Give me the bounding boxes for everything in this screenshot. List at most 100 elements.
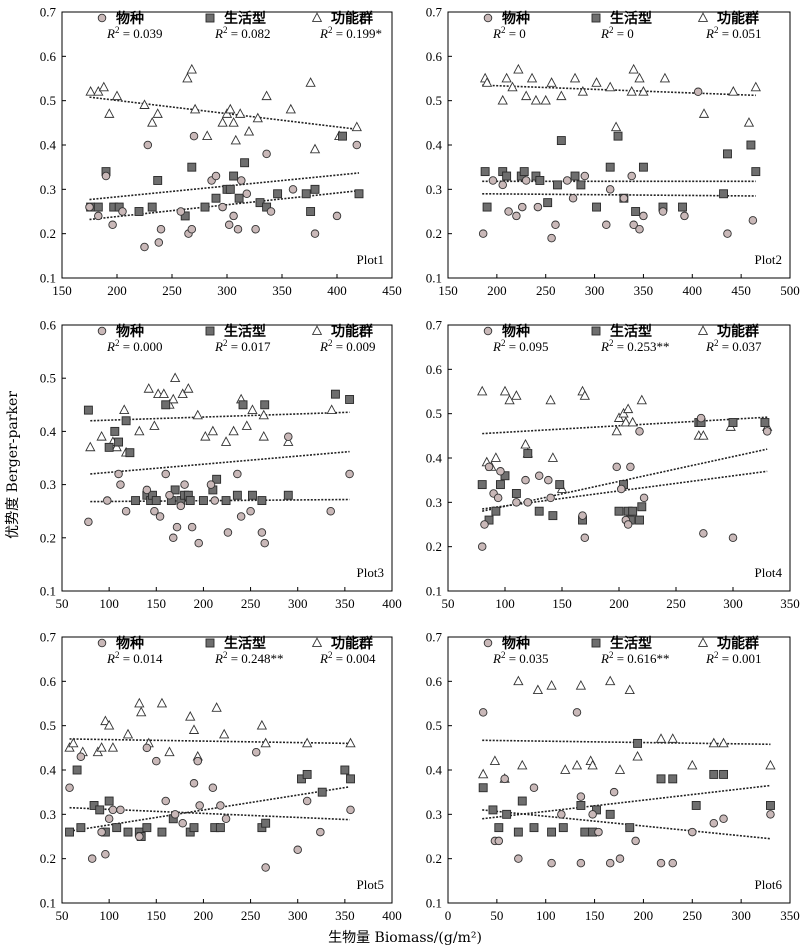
- r2-label: R2 = 0.017: [214, 338, 271, 354]
- functional-point: [655, 733, 667, 743]
- species-point: [266, 207, 276, 216]
- lifeform-point: [678, 202, 687, 212]
- y-tick-label: 0.1: [40, 584, 56, 599]
- r2-label: R2 = 0.253**: [600, 338, 670, 354]
- species-point: [557, 810, 566, 819]
- lifeform-point: [283, 490, 293, 500]
- y-tick-label: 0.7: [426, 630, 443, 645]
- species-point: [493, 493, 503, 503]
- functional-point: [225, 103, 236, 114]
- species-point: [246, 506, 255, 516]
- lifeform-point: [262, 202, 272, 212]
- functional-point: [477, 385, 488, 396]
- species-point: [224, 220, 234, 230]
- y-tick-label: 0.1: [426, 584, 442, 599]
- functional-point: [620, 416, 631, 427]
- species-point: [352, 140, 362, 150]
- r2-label: R2 = 0.248**: [214, 650, 284, 666]
- functional-point: [591, 77, 602, 87]
- r2-label: R2 = 0: [600, 25, 634, 41]
- lifeform-point: [187, 162, 197, 172]
- species-point: [568, 193, 578, 203]
- lifeform-point: [345, 395, 355, 404]
- species-point: [635, 427, 644, 436]
- y-tick-label: 0.4: [426, 451, 443, 466]
- x-tick-label: 300: [217, 283, 237, 298]
- lifeform-point: [478, 783, 488, 793]
- lifeform-point: [723, 149, 732, 159]
- legend-label: 功能群: [331, 10, 373, 27]
- functional-point: [351, 121, 362, 132]
- functional-point: [104, 108, 115, 118]
- y-tick-label: 0.3: [426, 182, 442, 197]
- species-point: [551, 220, 560, 230]
- functional-point: [107, 742, 119, 752]
- functional-point: [530, 94, 542, 105]
- species-point: [206, 480, 216, 489]
- species-point: [529, 783, 539, 792]
- species-point: [534, 471, 544, 480]
- lifeform-point: [65, 827, 74, 837]
- x-tick-label: 250: [666, 596, 686, 611]
- functional-point: [228, 425, 239, 436]
- legend-label: 功能群: [331, 323, 373, 340]
- x-tick-label: 250: [536, 283, 556, 298]
- functional-point: [610, 121, 622, 132]
- species-point: [97, 638, 107, 648]
- lifeform-point: [229, 171, 239, 181]
- species-point: [135, 832, 144, 841]
- lifeform-point: [605, 809, 615, 819]
- functional-point: [98, 81, 109, 92]
- functional-point: [219, 728, 230, 739]
- y-axis-label: 优势度 Berger-parker: [5, 391, 21, 539]
- y-tick-label: 0.4: [426, 763, 443, 778]
- x-tick-label: 250: [162, 283, 182, 298]
- functional-point: [634, 72, 645, 83]
- lifeform-point: [511, 489, 521, 498]
- species-point: [260, 538, 269, 548]
- lifeform-point: [576, 180, 586, 190]
- x-tick-label: 100: [495, 596, 515, 611]
- functional-point: [521, 90, 532, 101]
- x-tick-label: 150: [147, 596, 167, 611]
- species-point: [617, 484, 626, 494]
- species-point: [719, 814, 728, 824]
- lifeform-point: [614, 506, 624, 516]
- trend-line: [90, 450, 350, 475]
- functional-point: [136, 706, 147, 717]
- x-tick-label: 0: [445, 908, 452, 923]
- lifeform-point: [205, 326, 215, 336]
- lifeform-point: [709, 769, 719, 779]
- legend-label: 物种: [116, 635, 144, 652]
- y-tick-label: 0.6: [426, 362, 443, 377]
- species-point: [326, 506, 335, 516]
- lifeform-point: [488, 805, 498, 815]
- r2-label: R2 = 0.199*: [319, 25, 382, 41]
- lifeform-point: [134, 207, 144, 216]
- species-point: [521, 176, 531, 185]
- species-point: [488, 176, 498, 185]
- lifeform-point: [221, 496, 231, 506]
- functional-point: [134, 697, 145, 708]
- x-tick-label: 150: [147, 908, 167, 923]
- functional-point: [100, 715, 111, 726]
- functional-point: [497, 94, 508, 105]
- functional-point: [547, 452, 559, 462]
- species-point: [172, 522, 182, 532]
- y-tick-label: 0.3: [40, 182, 56, 197]
- functional-point: [579, 390, 590, 400]
- functional-point: [532, 684, 544, 695]
- functional-point: [258, 430, 269, 441]
- species-point: [302, 796, 312, 806]
- species-point: [161, 469, 170, 479]
- species-point: [97, 13, 107, 23]
- functional-point: [605, 675, 616, 686]
- lifeform-point: [189, 823, 199, 833]
- y-tick-label: 0.4: [40, 763, 57, 778]
- species-point: [165, 490, 174, 500]
- functional-point: [186, 63, 197, 74]
- species-point: [639, 211, 648, 221]
- species-point: [210, 496, 219, 505]
- functional-point: [96, 742, 107, 752]
- species-point: [142, 743, 152, 753]
